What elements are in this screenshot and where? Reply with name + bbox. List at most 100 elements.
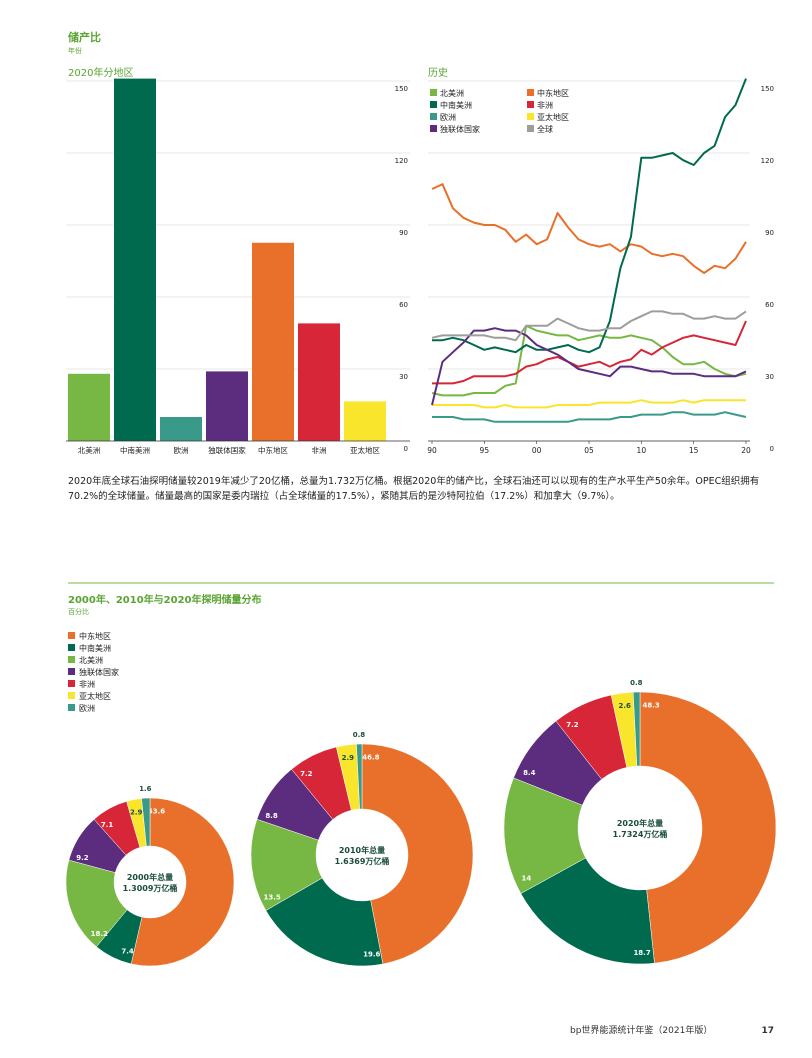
legend-label: 中东地区 bbox=[79, 631, 111, 641]
donut-segment bbox=[520, 857, 655, 965]
data-label: 7.2 bbox=[300, 770, 313, 778]
y-tick-label: 0 bbox=[770, 445, 774, 453]
bar bbox=[344, 401, 386, 441]
data-label: 8.4 bbox=[523, 769, 536, 777]
data-label: 18.2 bbox=[91, 930, 108, 938]
series-line bbox=[431, 324, 747, 397]
section-title: 2000年、2010年与2020年探明储量分布 bbox=[68, 593, 262, 606]
donut-segment bbox=[632, 691, 641, 767]
legend-swatch bbox=[68, 644, 75, 651]
y-tick-label: 120 bbox=[395, 157, 408, 165]
x-tick-label: 北美洲 bbox=[78, 445, 101, 455]
x-tick-label: 90 bbox=[427, 446, 437, 455]
data-label: 0.8 bbox=[353, 731, 366, 739]
y-tick-label: 90 bbox=[399, 229, 408, 237]
page-subtitle: 年份 bbox=[68, 46, 82, 55]
data-label: 48.3 bbox=[643, 702, 660, 710]
legend-swatch bbox=[430, 101, 437, 108]
x-tick-label: 欧洲 bbox=[174, 445, 189, 455]
data-label: 1.6 bbox=[139, 785, 152, 793]
bar bbox=[114, 78, 156, 441]
series-line bbox=[432, 399, 746, 409]
y-tick-label: 0 bbox=[404, 445, 408, 453]
legend-swatch bbox=[527, 113, 534, 120]
y-tick-label: 150 bbox=[761, 85, 774, 93]
y-tick-label: 60 bbox=[765, 301, 774, 309]
footer-text: bp世界能源统计年鉴（2021年版） bbox=[570, 1024, 712, 1036]
bar bbox=[252, 242, 294, 441]
legend-swatch bbox=[430, 125, 437, 132]
legend-swatch bbox=[68, 692, 75, 699]
legend-swatch bbox=[68, 632, 75, 639]
donut-segment bbox=[141, 797, 151, 847]
page-number: 17 bbox=[761, 1026, 774, 1036]
series-line bbox=[432, 411, 747, 423]
y-tick-label: 30 bbox=[399, 373, 408, 381]
legend-label: 全球 bbox=[537, 124, 553, 134]
data-label: 46.8 bbox=[362, 753, 379, 761]
chart-title: 历史 bbox=[428, 67, 448, 79]
x-tick-label: 独联体国家 bbox=[208, 445, 246, 455]
legend-label: 欧洲 bbox=[79, 703, 95, 713]
data-label: 14 bbox=[522, 875, 532, 883]
ring-label: 2010年总量 bbox=[339, 845, 385, 855]
donut-segment bbox=[361, 743, 474, 965]
body-text: 2020年底全球石油探明储量较2019年减少了20亿桶，总量为1.732万亿桶。… bbox=[68, 476, 760, 502]
legend-swatch bbox=[527, 101, 534, 108]
legend-label: 中南美洲 bbox=[440, 100, 472, 110]
legend-label: 非洲 bbox=[79, 679, 95, 689]
legend-swatch bbox=[527, 89, 534, 96]
y-tick-label: 150 bbox=[395, 85, 408, 93]
ring-label: 2000年总量 bbox=[127, 872, 173, 882]
series-line bbox=[432, 78, 747, 354]
section-subtitle: 百分比 bbox=[68, 607, 89, 616]
data-label: 9.2 bbox=[76, 854, 89, 862]
y-tick-label: 60 bbox=[399, 301, 408, 309]
ring-total: 1.7324万亿桶 bbox=[613, 829, 668, 839]
bar bbox=[160, 417, 202, 441]
x-tick-label: 20 bbox=[741, 446, 751, 455]
y-tick-label: 120 bbox=[761, 157, 774, 165]
donut-segment bbox=[639, 691, 777, 964]
legend-swatch bbox=[68, 656, 75, 663]
x-tick-label: 10 bbox=[637, 446, 647, 455]
legend-swatch bbox=[430, 113, 437, 120]
data-label: 19.6 bbox=[363, 951, 380, 959]
data-label: 7.1 bbox=[101, 821, 114, 829]
x-tick-label: 05 bbox=[584, 446, 594, 455]
series-line bbox=[431, 310, 747, 342]
data-label: 7.2 bbox=[566, 721, 579, 729]
data-label: 18.7 bbox=[633, 949, 650, 957]
legend-label: 北美洲 bbox=[79, 655, 103, 665]
data-label: 8.8 bbox=[265, 812, 278, 820]
donut-segment bbox=[356, 743, 363, 810]
series-line bbox=[431, 327, 747, 406]
legend-label: 非洲 bbox=[537, 100, 553, 110]
data-label: 2.9 bbox=[342, 754, 355, 762]
ring-total: 1.6369万亿桶 bbox=[335, 856, 390, 866]
x-tick-label: 中东地区 bbox=[258, 445, 288, 455]
chart-title: 2020年分地区 bbox=[68, 66, 133, 79]
bar bbox=[206, 371, 248, 441]
y-tick-label: 90 bbox=[765, 229, 774, 237]
legend-label: 独联体国家 bbox=[79, 667, 119, 677]
series-line bbox=[432, 320, 747, 385]
donut-segment bbox=[130, 797, 235, 967]
bar bbox=[298, 323, 340, 441]
legend-label: 独联体国家 bbox=[440, 124, 480, 134]
data-label: 7.4 bbox=[121, 947, 134, 955]
legend-label: 北美洲 bbox=[440, 88, 464, 98]
legend-label: 亚太地区 bbox=[537, 112, 569, 122]
x-tick-label: 00 bbox=[532, 446, 542, 455]
legend-label: 欧洲 bbox=[440, 112, 456, 122]
x-tick-label: 15 bbox=[689, 446, 699, 455]
data-label: 2.6 bbox=[619, 702, 632, 710]
legend-label: 亚太地区 bbox=[79, 691, 111, 701]
ring-label: 2020年总量 bbox=[617, 818, 663, 828]
legend-swatch bbox=[68, 704, 75, 711]
x-tick-label: 95 bbox=[480, 446, 490, 455]
data-label: 53.6 bbox=[148, 807, 165, 815]
bar bbox=[68, 373, 110, 441]
data-label: 0.8 bbox=[630, 679, 643, 687]
